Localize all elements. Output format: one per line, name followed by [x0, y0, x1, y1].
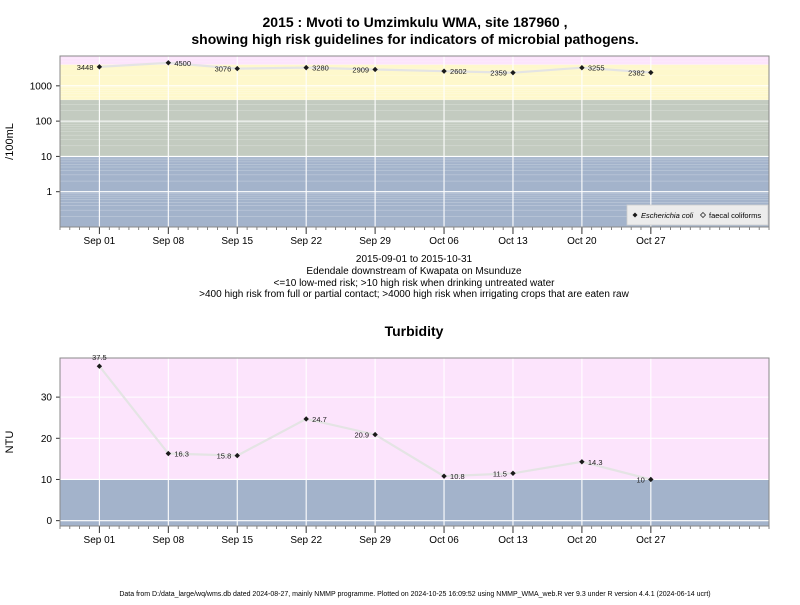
- chart2-data-label: 37.5: [92, 353, 107, 362]
- chart1-x-tick-label: Sep 15: [221, 236, 253, 247]
- chart1-data-point: [234, 65, 240, 72]
- footer-note: Data from D:/data_large/wq/wms.db dated …: [119, 591, 710, 598]
- chart2-title: Turbidity: [385, 323, 444, 339]
- chart1-y-axis-label: /100mL: [4, 123, 16, 160]
- chart2-x-tick-label: Sep 29: [359, 535, 391, 546]
- chart2-y-tick-label: 0: [46, 516, 52, 527]
- chart1-data-label: 2359: [490, 69, 507, 78]
- chart2-data-point: [510, 470, 516, 476]
- chart1-x-tick-label: Sep 22: [290, 236, 322, 247]
- chart1-y-tick-label: 100: [35, 117, 52, 128]
- chart2-data-point: [579, 459, 585, 465]
- chart1-x-tick-label: Oct 06: [429, 236, 459, 247]
- chart2-data-label: 14.3: [588, 458, 603, 467]
- chart2-data-label: 16.3: [174, 450, 189, 459]
- chart2-data-point: [165, 450, 172, 457]
- ecoli-plot: 1 10 100 1000 Sep 01 Sep 08 Sep 15 Sep 22 Sep 29…: [4, 55, 770, 247]
- chart2-data-point: [441, 473, 447, 479]
- chart2-risk-band-0: [60, 479, 769, 526]
- chart1-title-line2: showing high risk guidelines for indicat…: [191, 31, 638, 47]
- chart2-x-tick-label: Oct 20: [567, 535, 597, 546]
- chart2-data-point: [372, 431, 378, 438]
- chart1-y-tick-label: 1: [46, 187, 52, 198]
- chart1-data-label: 2909: [352, 65, 369, 74]
- chart1-data-label: 3076: [215, 65, 232, 74]
- chart1-x-tick-label: Oct 13: [498, 236, 528, 247]
- chart1-data-label: 2382: [628, 69, 645, 78]
- legend-entry-faecal: faecal coliforms: [709, 211, 761, 220]
- chart1-x-tick-label: Oct 27: [636, 236, 666, 247]
- chart2-x-tick-label: Sep 22: [290, 535, 322, 546]
- chart1-data-point: [648, 69, 654, 76]
- chart1-subtitle-line3: <=10 low-med risk; >10 high risk when dr…: [274, 278, 556, 289]
- chart2-risk-band-1: [60, 358, 769, 480]
- chart2-x-tick-label: Sep 08: [152, 535, 184, 546]
- chart1-data-point: [579, 65, 585, 71]
- chart2-data-point: [303, 416, 309, 422]
- legend-marker-faecal: [699, 211, 707, 219]
- chart2-data-label: 24.7: [312, 415, 327, 424]
- legend-box: [626, 204, 769, 226]
- chart1-x-tick-label: Sep 08: [152, 236, 184, 247]
- chart1-data-label: 4500: [174, 59, 191, 68]
- chart2-y-tick-label: 30: [41, 393, 53, 404]
- chart1-data-label: 3280: [312, 64, 329, 73]
- chart1-data-point: [441, 68, 447, 74]
- chart2-x-tick-label: Sep 15: [221, 535, 253, 546]
- legend-marker-ecoli: [632, 212, 638, 218]
- chart2-data-label: 20.9: [355, 431, 370, 440]
- chart1-title-line1: 2015 : Mvoti to Umzimkulu WMA, site 1879…: [263, 14, 568, 30]
- chart2-data-point: [648, 476, 654, 483]
- chart1-x-tick-label: Sep 29: [359, 236, 391, 247]
- chart2-data-label: 11.5: [493, 469, 507, 478]
- chart1-subtitle-line4: >400 high risk from full or partial cont…: [199, 289, 629, 300]
- chart1-data-point: [165, 60, 172, 66]
- chart2-data-label: 10.8: [450, 472, 465, 481]
- chart1-data-label: 2602: [450, 67, 467, 76]
- chart2-y-tick-label: 10: [41, 475, 53, 486]
- chart2-x-tick-label: Oct 27: [636, 535, 666, 546]
- chart1-data-point: [372, 66, 378, 73]
- chart1-data-label: 3448: [77, 63, 94, 72]
- chart1-plot-frame: [59, 55, 770, 228]
- chart1-subtitle-line2: Edendale downstream of Kwapata on Msundu…: [306, 266, 522, 277]
- chart2-data-label: 15.8: [217, 452, 232, 461]
- chart1-data-point: [96, 64, 103, 70]
- chart1-data-point: [303, 64, 309, 71]
- chart2-data-point: [96, 363, 103, 369]
- chart2-data-point: [234, 452, 240, 459]
- chart1-risk-band-1: [60, 99, 769, 157]
- chart2-plot-frame: [59, 357, 770, 527]
- chart2-x-tick-label: Oct 13: [498, 535, 528, 546]
- chart2-x-tick-label: Oct 06: [429, 535, 459, 546]
- chart2-y-axis-label: NTU: [4, 431, 16, 454]
- turbidity-plot: 0 10 20 30 Sep 01 Sep 08 Sep 15 Sep 22 Sep 29 Oct…: [4, 353, 770, 546]
- chart1-x-tick-label: Oct 20: [567, 236, 597, 247]
- chart1-subtitle-line1: 2015-09-01 to 2015-10-31: [356, 254, 473, 265]
- chart2-data-label: 10: [636, 475, 644, 484]
- chart2-y-tick-label: 20: [41, 434, 53, 445]
- chart1-y-tick-label: 1000: [30, 81, 53, 92]
- chart1-risk-band-3: [60, 56, 769, 65]
- chart1-data-point: [510, 69, 516, 76]
- chart1-data-label: 3255: [588, 64, 605, 73]
- chart1-x-tick-label: Sep 01: [84, 236, 116, 247]
- legend-entry-ecoli: Escherichia coli: [641, 211, 693, 220]
- chart2-x-tick-label: Sep 01: [84, 535, 116, 546]
- chart1-y-tick-label: 10: [41, 152, 53, 163]
